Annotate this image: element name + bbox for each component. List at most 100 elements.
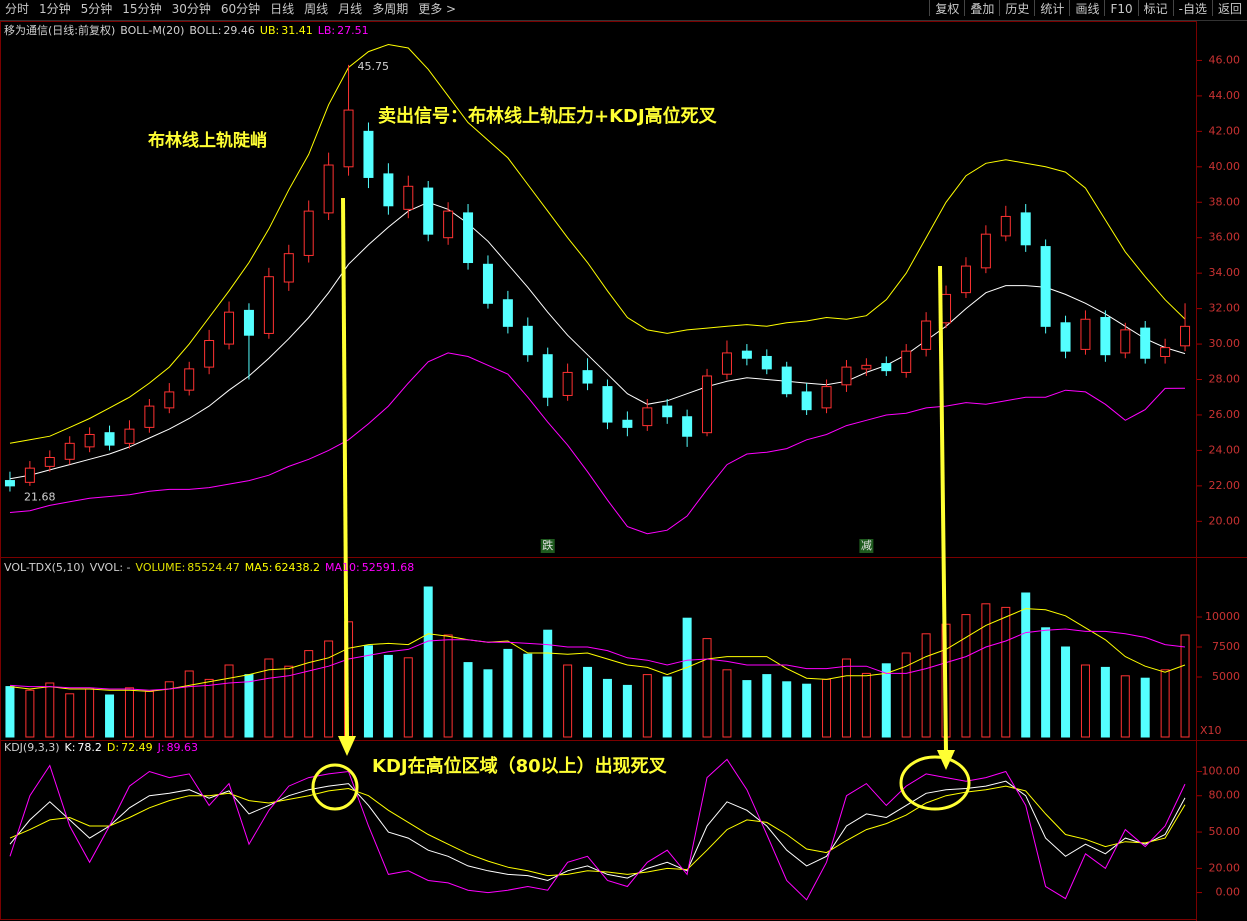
candle-body [1100, 316, 1111, 356]
y-tick-label: 100.00 [1202, 765, 1241, 778]
volume-bar [124, 687, 134, 738]
y-tick-label: 50.00 [1209, 825, 1241, 838]
candle-body [443, 210, 454, 239]
y-tick-label: 0.00 [1216, 886, 1241, 899]
volume-bar [324, 640, 334, 738]
frame [0, 21, 1197, 920]
volume-bar [563, 664, 573, 738]
legend-name: K: [64, 741, 76, 754]
volume-bar [5, 686, 15, 738]
line [9, 608, 1186, 692]
volume-bar [682, 617, 692, 738]
toolbar-button[interactable]: 60分钟 [220, 2, 261, 16]
volume-bar [602, 678, 612, 738]
volume-bar [224, 664, 234, 738]
toolbar-button[interactable]: 5分钟 [80, 2, 113, 16]
line [9, 352, 1186, 535]
volume-bar [443, 634, 453, 738]
highlight-circle [311, 763, 359, 811]
candle-body [781, 366, 792, 395]
candle-body [124, 428, 135, 444]
volume-bar [523, 653, 533, 738]
candle-body [721, 352, 732, 375]
toolbar-button[interactable]: 1分钟 [39, 2, 71, 16]
volume-bar [1061, 646, 1071, 738]
legend-name: D: [106, 741, 120, 754]
y-tick-label: 34.00 [1209, 266, 1241, 279]
annotation: KDJ在高位区域（80以上）出现死叉 [372, 755, 668, 777]
y-tick-label: 7500 [1212, 640, 1240, 653]
candle-body [861, 364, 872, 370]
toolbar-button[interactable]: F10 [1104, 0, 1138, 16]
candle-body [463, 212, 474, 264]
y-tick-label: 40.00 [1209, 160, 1241, 173]
volume-bar [304, 650, 314, 738]
legend-name: VOLUME: [135, 561, 186, 574]
toolbar-right: 复权 叠加 历史 统计 画线 F10 标记 -自选 返回 [929, 0, 1247, 20]
indicator: KDJ(9,3,3) [4, 741, 60, 754]
signal-box [540, 539, 555, 553]
legend-value: 62438.2 [274, 561, 321, 574]
y-tick-label: 10000 [1205, 610, 1240, 623]
candle-body [682, 416, 693, 437]
legend-value: 29.46 [223, 24, 255, 37]
toolbar-button[interactable]: 30分钟 [171, 2, 211, 16]
y-tick-label: 26.00 [1209, 408, 1241, 421]
annotation: 布林线上轨陡峭 [148, 130, 267, 151]
line [9, 201, 1186, 480]
toolbar-button[interactable]: 15分钟 [122, 2, 162, 16]
candle-body [423, 187, 434, 235]
toolbar-button[interactable]: 历史 [999, 0, 1035, 16]
candle-body [4, 480, 15, 487]
arrow-head [937, 750, 955, 770]
candle-body [363, 130, 374, 178]
volume-bar [184, 670, 194, 738]
y-tick-label: 32.00 [1209, 302, 1241, 315]
legend-name: MA5: [244, 561, 273, 574]
y-tick-label: 42.00 [1209, 124, 1241, 137]
volume-bar [1140, 677, 1150, 738]
kdj-header: KDJ(9,3,3) K: 78.2 D: 72.49 J: 89.63 [4, 741, 203, 754]
toolbar-button[interactable]: 月线 [338, 2, 363, 16]
line [9, 785, 1186, 877]
volume-bar [264, 658, 274, 738]
candle-body [383, 173, 394, 207]
volume-bar [383, 654, 393, 738]
legend-name: UB: [259, 24, 280, 37]
max-label: 45.75 [358, 60, 390, 73]
legend-name: BOLL: [189, 24, 222, 37]
unit-label: X10 [1200, 724, 1222, 737]
candle-body [562, 371, 573, 396]
toolbar-button[interactable]: 叠加 [964, 0, 1000, 16]
toolbar-button[interactable]: 复权 [929, 0, 965, 16]
volume-bar [742, 680, 752, 738]
toolbar-button[interactable]: 画线 [1069, 0, 1105, 16]
volume-bar [105, 694, 115, 738]
toolbar-button[interactable]: 日线 [270, 2, 295, 16]
volume-bar [901, 652, 911, 738]
candle-body [801, 391, 812, 411]
toolbar-button[interactable]: 更多 > [418, 2, 457, 16]
vvol: VVOL: - [89, 561, 131, 574]
candle-body [343, 109, 354, 168]
toolbar-button[interactable]: 标记 [1137, 0, 1173, 16]
volume-bar [722, 669, 732, 738]
y-tick-label: 22.00 [1209, 479, 1241, 492]
toolbar-button[interactable]: 多周期 [372, 2, 409, 16]
volume-bar [284, 665, 294, 738]
toolbar-button[interactable]: 分时 [5, 2, 30, 16]
candle-body [702, 375, 713, 434]
volume-bar [1080, 664, 1090, 738]
toolbar-button[interactable]: -自选 [1172, 0, 1212, 16]
toolbar-button[interactable]: 周线 [304, 2, 329, 16]
legend-value: 78.2 [77, 741, 102, 754]
volume-bar [622, 684, 632, 738]
volume-bar [363, 645, 373, 738]
main-header: 移为通信(日线:前复权) BOLL-M(20) BOLL: 29.46 UB: 31.41… [4, 22, 374, 38]
toolbar-button[interactable]: 返回 [1211, 0, 1247, 16]
toolbar-button[interactable]: 统计 [1034, 0, 1070, 16]
candle-body [263, 276, 274, 334]
volume-bar [244, 674, 254, 738]
volume-bar [642, 674, 652, 738]
candle-body [144, 405, 155, 428]
